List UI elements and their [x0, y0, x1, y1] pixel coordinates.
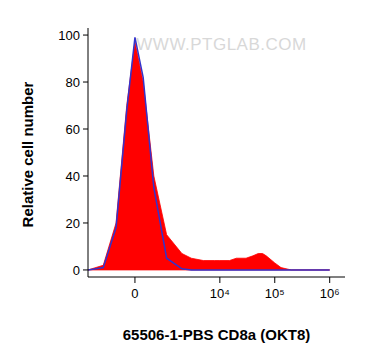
x-tick-label: 10⁴: [210, 286, 230, 301]
x-axis: [88, 277, 345, 278]
plot-area: [88, 37, 330, 270]
y-tick: [83, 175, 88, 176]
y-tick: [83, 222, 88, 223]
x-tick: [219, 277, 220, 283]
histogram-line: [88, 37, 330, 270]
x-tick: [134, 277, 135, 283]
y-tick-label: 0: [73, 263, 80, 278]
x-axis-label: 65506-1-PBS CD8a (OKT8): [123, 326, 311, 343]
watermark: WWW.PTGLAB.COM: [136, 35, 306, 54]
chart: WWW.PTGLAB.COM 0 20 40 60 80 100 0 10⁴ 10⁵ 10⁶ 6550…: [0, 0, 365, 360]
y-tick-label: 100: [58, 28, 80, 43]
y-axis: [88, 28, 89, 277]
x-tick: [329, 277, 330, 283]
x-tick: [274, 277, 275, 283]
x-tick-label: 10⁵: [265, 286, 285, 301]
y-tick: [83, 269, 88, 270]
y-tick-label: 20: [66, 216, 80, 231]
y-tick-label: 80: [66, 75, 80, 90]
y-tick: [83, 129, 88, 130]
histogram-area: [88, 42, 330, 270]
x-tick-label: 10⁶: [320, 286, 340, 301]
y-tick: [83, 82, 88, 83]
y-tick: [83, 35, 88, 36]
y-axis-label: Relative cell number: [19, 81, 36, 227]
y-tick-label: 40: [66, 169, 80, 184]
x-tick-label: 0: [131, 286, 138, 301]
y-tick-label: 60: [66, 122, 80, 137]
